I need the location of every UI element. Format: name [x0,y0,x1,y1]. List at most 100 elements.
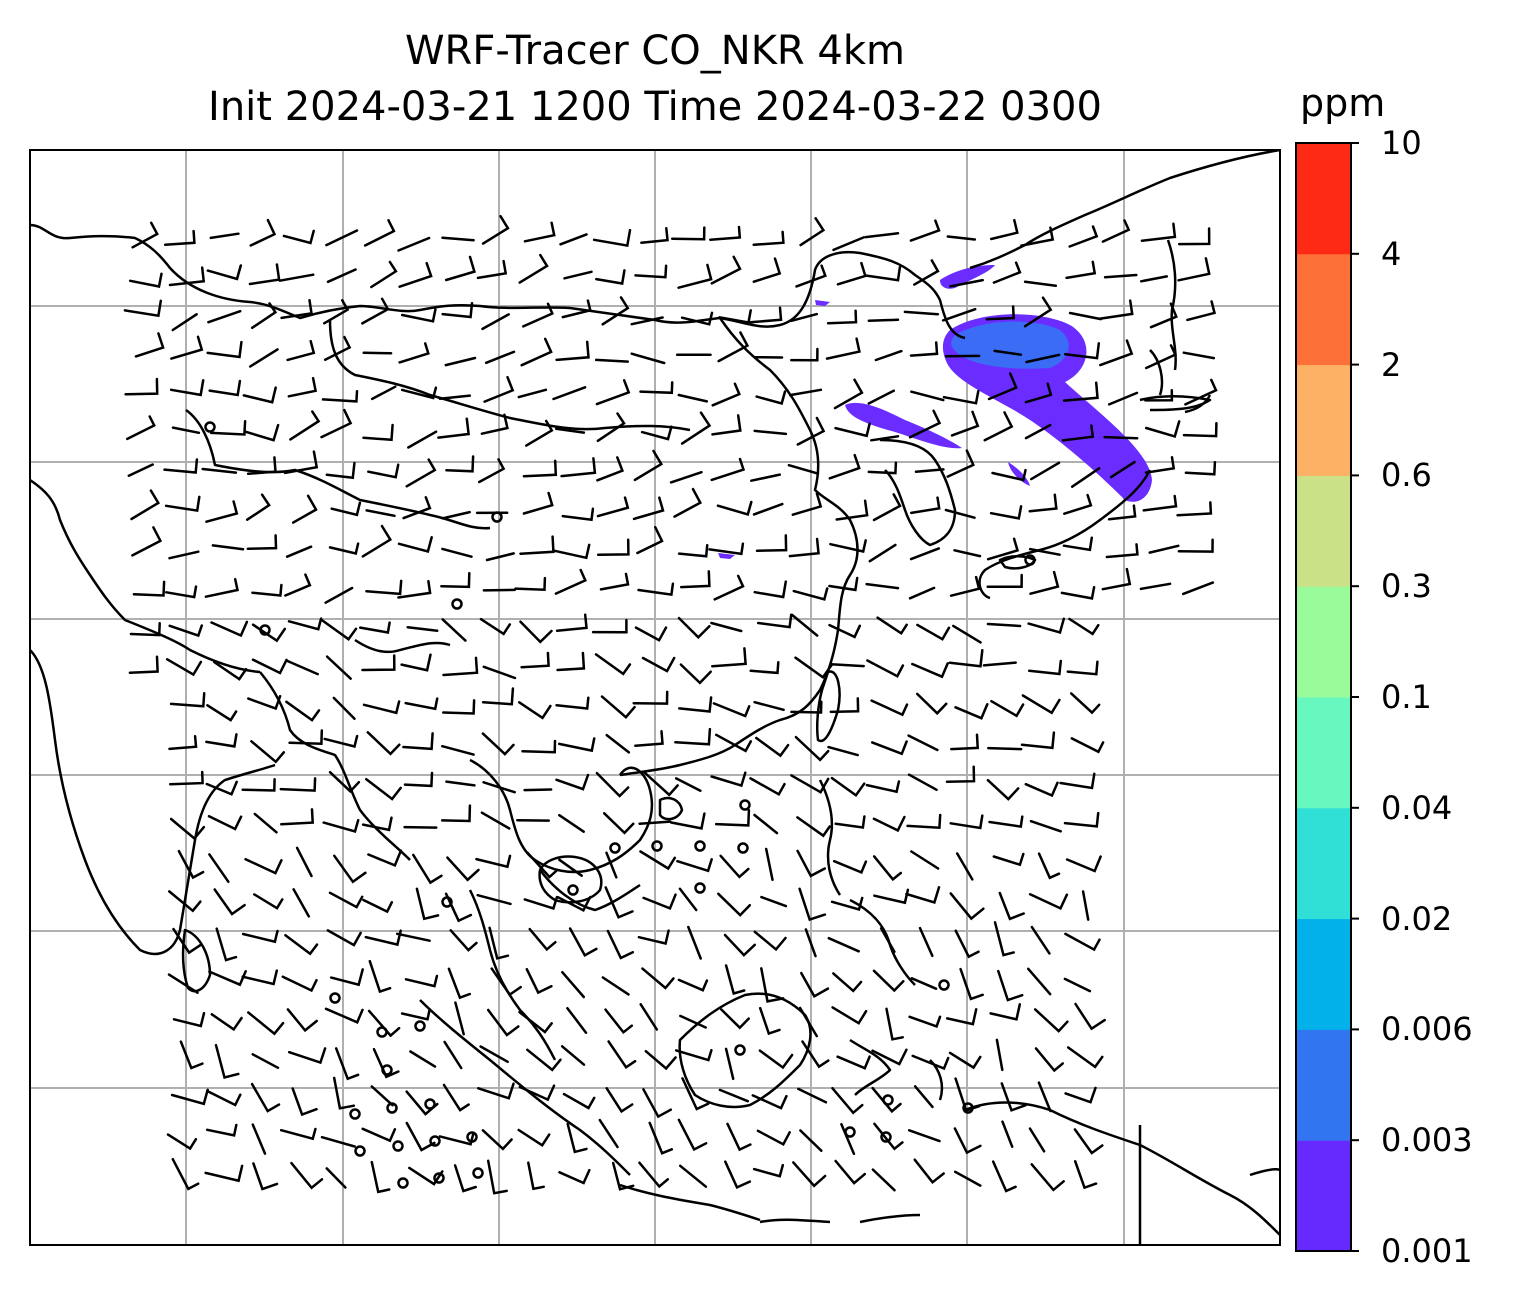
wind-barb [441,618,467,642]
wind-barb [323,335,352,362]
wind-barb [1001,1120,1014,1148]
wind-barb [987,746,1023,751]
wind-barb [637,929,670,946]
wind-barb [361,297,390,325]
wind-barb [909,219,941,242]
wind-barb [796,816,831,838]
wind-barb [799,1129,823,1152]
wind-barb [250,302,278,330]
wind-barb [1061,424,1095,442]
wind-barb [954,929,980,959]
wind-barb [988,815,1024,829]
wind-barb [1074,1002,1106,1031]
wind-barb [600,695,636,719]
wind-barb [595,269,626,285]
wind-barb [788,388,823,397]
wind-barb [1023,296,1053,328]
wind-barb [798,1006,819,1038]
wind-barb [1144,344,1177,370]
colorbar [1295,142,1359,1252]
wind-barb [789,312,819,323]
wind-barb [281,975,318,993]
wind-barb [959,967,984,1001]
wind-barb [444,356,477,367]
wind-barb [1062,536,1094,552]
wind-barb [363,219,396,247]
wind-barb [1027,659,1063,676]
wind-barb [403,825,438,829]
wind-barb [944,508,976,519]
colorbar-segment [1296,697,1351,809]
wind-barb [1030,461,1061,481]
wind-barb [517,388,548,399]
wind-barb [826,309,858,325]
wind-barb [361,816,393,832]
wind-barb [250,1082,281,1113]
wind-barb [636,526,664,555]
wind-barb [328,891,364,909]
wind-barb [555,773,590,791]
wind-barb [251,658,288,675]
wind-barb [949,892,985,921]
wind-barb [523,788,553,792]
wind-barb [241,778,276,792]
wind-barb [206,704,238,722]
wind-barb [752,257,782,283]
wind-barb [788,537,820,558]
wind-barb [1144,456,1176,474]
wind-barb [630,316,664,326]
wind-barb [641,656,676,673]
wind-barb [400,308,437,323]
wind-barb [752,230,785,247]
wind-barb [519,620,553,644]
wind-barb [870,435,900,442]
wind-barb [711,382,741,407]
wind-barb [523,895,559,910]
calm-marker [472,1167,484,1179]
wind-barb [906,813,942,830]
wind-barb [840,1123,856,1156]
wind-barb [954,703,989,720]
colorbar-tick-label: 2 [1381,345,1402,384]
wind-barb [827,745,859,757]
colorbar-unit-label: ppm [1300,81,1386,125]
wind-barb [480,413,509,435]
calm-marker [204,421,216,433]
wind-barb [992,852,1025,867]
wind-barb [441,236,475,242]
wind-barb [982,661,1017,667]
wind-barb [677,263,713,289]
wind-barb [527,1161,545,1191]
wind-barb [453,1164,477,1193]
wind-barb [172,927,202,955]
wind-barb [1081,890,1090,921]
wind-barb [1070,467,1101,488]
wind-barb [481,687,515,706]
wind-barb [172,1011,206,1028]
wind-barb [790,774,830,794]
wind-barb [280,298,313,320]
wind-barb [679,1014,707,1029]
wind-barb [986,537,1020,561]
coastlines [30,150,1280,1245]
wind-barb [680,411,712,445]
wind-barb [211,544,245,551]
wind-barb [829,539,867,553]
wind-barb [1064,1086,1097,1104]
wind-barb [443,1040,463,1070]
wind-barb [677,978,709,992]
wind-barb [518,253,549,284]
wind-barb [712,702,751,718]
wind-barb [1026,967,1052,996]
wind-barb [724,1047,735,1081]
wind-barb [801,1040,830,1069]
wind-barb [329,968,364,987]
wind-barb [132,580,166,597]
wind-barb [1099,299,1134,320]
wind-barb [872,969,905,993]
wind-barb [250,740,286,764]
wind-barb [596,538,630,557]
wind-barb [282,229,315,245]
wind-barb [1101,567,1132,591]
wind-barb [482,665,517,680]
